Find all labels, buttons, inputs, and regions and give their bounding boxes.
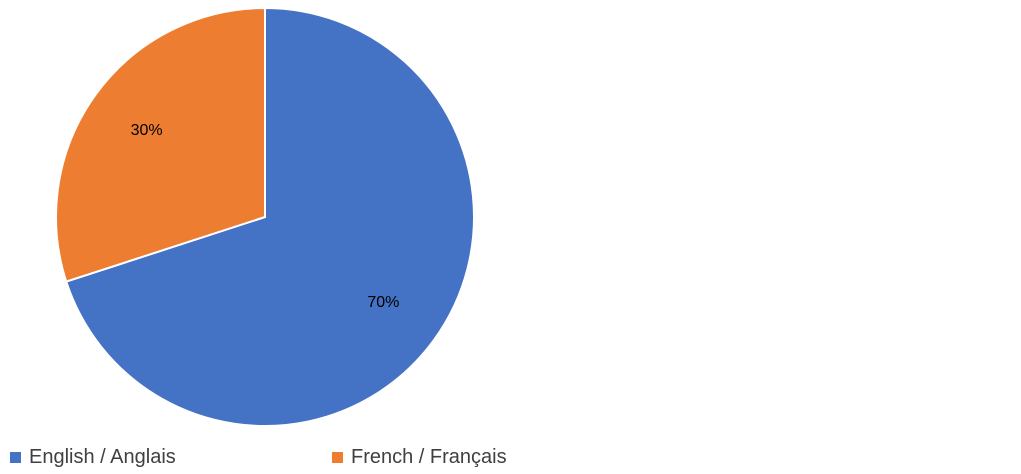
pie-slice-french [55, 6, 266, 283]
legend-swatch-french [332, 451, 343, 463]
data-label-french: 30% [131, 122, 163, 139]
pie-slice-english [64, 6, 475, 427]
legend-label-english: English / Anglais [29, 445, 176, 468]
data-label-english: 70% [367, 294, 399, 311]
pie-slices [55, 6, 475, 427]
legend-swatch-english [10, 451, 21, 463]
legend: English / Anglais French / Français [10, 444, 710, 470]
legend-label-french: French / Français [351, 445, 507, 468]
pie-data-labels: 70% 30% [131, 122, 400, 311]
legend-item-french: French / Français [332, 444, 507, 470]
legend-item-english: English / Anglais [10, 444, 176, 470]
